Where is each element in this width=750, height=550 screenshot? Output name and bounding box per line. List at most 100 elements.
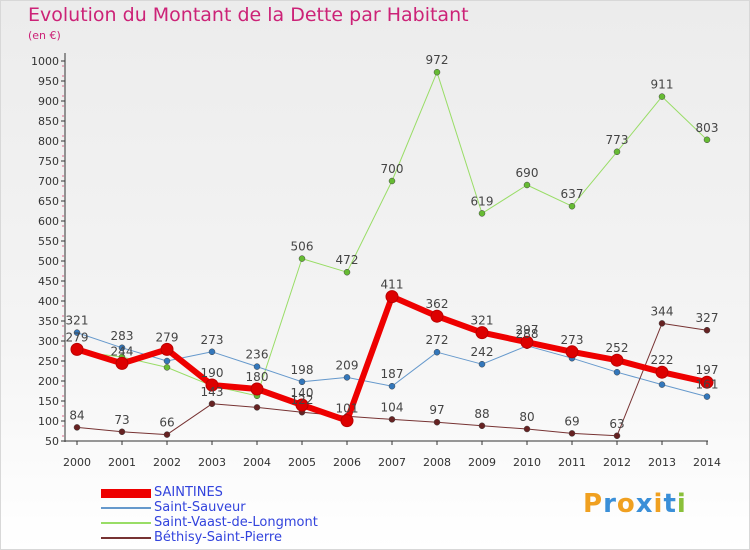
data-point-saint-sauveur xyxy=(433,348,441,356)
data-point-saint-sauveur xyxy=(118,344,126,352)
chart-subtitle: (en €) xyxy=(28,29,61,42)
data-point-b-thisy-saint-pierre xyxy=(523,425,531,433)
data-label-saintines: 279 xyxy=(66,330,89,344)
data-point-b-thisy-saint-pierre xyxy=(208,400,216,408)
x-tick-label: 2013 xyxy=(648,456,676,469)
data-point-saint-sauveur xyxy=(298,378,306,386)
data-label-saintines: 279 xyxy=(156,330,179,344)
data-point-saint-sauveur xyxy=(658,381,666,388)
data-label-b-thisy-saint-pierre: 327 xyxy=(696,311,719,325)
y-tick-label: 250 xyxy=(38,355,59,368)
data-point-b-thisy-saint-pierre xyxy=(163,431,171,438)
data-point-saintines xyxy=(115,356,129,370)
data-point-saintines xyxy=(250,382,264,396)
data-point-saint-sauveur xyxy=(703,393,711,400)
data-point-b-thisy-saint-pierre xyxy=(73,424,81,431)
logo-letter: r xyxy=(603,489,617,519)
x-tick-label: 2010 xyxy=(513,456,541,469)
data-point-saintines xyxy=(655,365,669,379)
y-tick-label: 850 xyxy=(38,115,59,128)
y-tick-label: 400 xyxy=(38,295,59,308)
data-label-saint-vaast-de-longmont: 773 xyxy=(606,133,629,147)
data-label-saint-sauveur: 242 xyxy=(471,345,494,359)
data-point-saintines xyxy=(205,378,219,392)
data-point-b-thisy-saint-pierre xyxy=(118,428,126,436)
data-point-b-thisy-saint-pierre xyxy=(658,320,666,327)
data-label-saintines: 222 xyxy=(651,353,674,367)
y-tick-label: 100 xyxy=(38,415,59,428)
data-label-saint-vaast-de-longmont: 637 xyxy=(561,187,584,201)
data-point-saint-vaast-de-longmont xyxy=(163,364,171,371)
logo-letter: i xyxy=(653,489,664,519)
data-point-saint-sauveur xyxy=(478,360,486,368)
data-point-saint-sauveur xyxy=(388,382,396,390)
data-point-saint-vaast-de-longmont xyxy=(298,255,306,262)
logo-letter: t xyxy=(663,489,677,519)
legend-swatch-saint-vaast xyxy=(101,522,151,524)
data-point-saint-vaast-de-longmont xyxy=(478,210,486,217)
data-point-saint-vaast-de-longmont xyxy=(703,136,711,144)
data-label-saint-sauveur: 273 xyxy=(201,333,224,347)
data-label-saintines: 252 xyxy=(606,341,629,355)
x-tick-label: 2009 xyxy=(468,456,496,469)
data-point-saintines xyxy=(340,414,354,428)
y-tick-label: 1000 xyxy=(31,55,59,68)
y-tick-label: 50 xyxy=(45,435,59,448)
y-tick-label: 500 xyxy=(38,255,59,268)
x-tick-label: 2012 xyxy=(603,456,631,469)
legend-swatch-saintines xyxy=(101,488,151,498)
y-tick-label: 650 xyxy=(38,195,59,208)
data-label-saint-vaast-de-longmont: 619 xyxy=(471,194,494,208)
x-tick-label: 2014 xyxy=(693,456,721,469)
data-point-b-thisy-saint-pierre xyxy=(388,416,396,423)
data-point-b-thisy-saint-pierre xyxy=(568,430,576,437)
legend-label-saintines: SAINTINES xyxy=(154,485,223,500)
data-point-saint-vaast-de-longmont xyxy=(343,268,351,276)
data-point-saint-sauveur xyxy=(73,329,81,336)
proxiti-logo: Proxiti xyxy=(583,489,687,519)
data-label-saint-vaast-de-longmont: 472 xyxy=(336,253,359,267)
data-label-saint-sauveur: 236 xyxy=(246,348,269,362)
data-label-saintines: 140 xyxy=(291,386,314,400)
data-label-saintines: 180 xyxy=(246,370,269,384)
data-point-saint-vaast-de-longmont xyxy=(523,181,531,189)
x-tick-label: 2000 xyxy=(63,456,91,469)
y-tick-label: 200 xyxy=(38,375,59,388)
data-label-b-thisy-saint-pierre: 122 xyxy=(291,393,314,407)
legend-label-saint-sauveur: Saint-Sauveur xyxy=(154,500,246,515)
data-point-saintines xyxy=(160,342,174,356)
legend-swatch-saint-sauveur xyxy=(101,507,151,509)
y-tick-label: 750 xyxy=(38,155,59,168)
data-point-saint-sauveur xyxy=(613,368,621,376)
y-tick-label: 950 xyxy=(38,75,59,88)
data-point-saintines xyxy=(475,326,489,340)
data-label-saint-vaast-de-longmont: 803 xyxy=(696,121,719,135)
data-label-saintines: 244 xyxy=(111,344,134,358)
data-label-saintines: 197 xyxy=(696,363,719,377)
x-tick-label: 2001 xyxy=(108,456,136,469)
data-label-saintines: 362 xyxy=(426,297,449,311)
data-label-saint-sauveur: 187 xyxy=(381,367,404,381)
x-tick-label: 2005 xyxy=(288,456,316,469)
y-tick-label: 550 xyxy=(38,235,59,248)
data-label-b-thisy-saint-pierre: 66 xyxy=(159,416,174,430)
data-point-saint-sauveur xyxy=(253,363,261,370)
x-tick-label: 2008 xyxy=(423,456,451,469)
data-label-saintines: 411 xyxy=(381,278,404,292)
data-label-saintines: 101 xyxy=(336,402,359,416)
data-label-b-thisy-saint-pierre: 97 xyxy=(429,403,444,417)
y-tick-label: 800 xyxy=(38,135,59,148)
data-label-saint-sauveur: 283 xyxy=(111,329,134,343)
logo-letter: P xyxy=(583,489,604,519)
data-point-saintines xyxy=(430,309,444,323)
data-label-b-thisy-saint-pierre: 344 xyxy=(651,304,674,318)
data-label-b-thisy-saint-pierre: 73 xyxy=(114,413,129,427)
data-point-saint-vaast-de-longmont xyxy=(388,177,396,185)
data-point-saintines xyxy=(385,290,399,304)
x-tick-label: 2002 xyxy=(153,456,181,469)
data-label-saint-sauveur: 321 xyxy=(66,314,89,328)
data-label-saint-sauveur: 288 xyxy=(516,327,539,341)
data-label-saint-vaast-de-longmont: 506 xyxy=(291,240,314,254)
